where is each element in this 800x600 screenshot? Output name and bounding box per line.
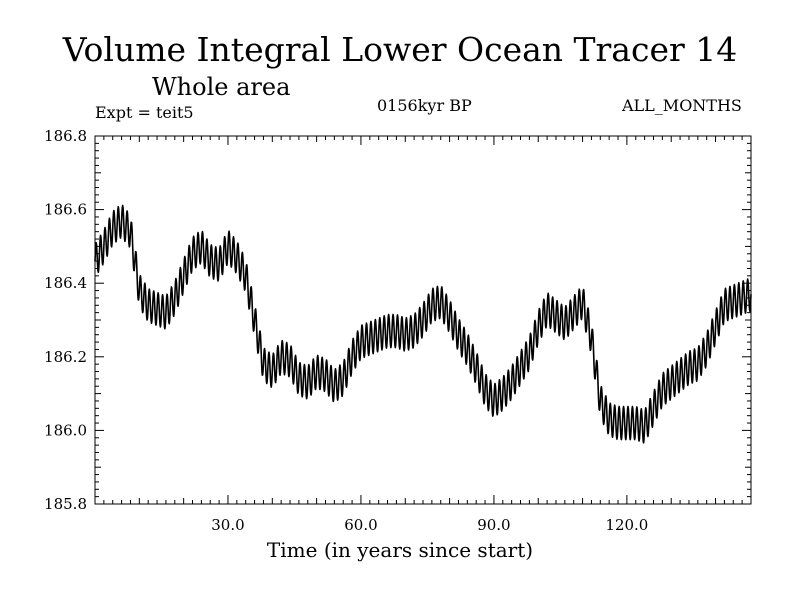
x-tick-label: 120.0 (605, 516, 648, 534)
x-axis-label: Time (in years since start) (266, 538, 534, 562)
period-label: 0156kyr BP (377, 96, 472, 115)
chart-title: Volume Integral Lower Ocean Tracer 14 (62, 30, 738, 69)
y-tick-label: 186.8 (44, 127, 87, 145)
y-tick-label: 185.8 (44, 495, 87, 513)
y-tick-label: 186.6 (44, 201, 87, 219)
y-tick-label: 186.0 (44, 421, 87, 439)
x-tick-label: 90.0 (477, 516, 510, 534)
x-tick-label: 30.0 (211, 516, 244, 534)
series-line (94, 204, 752, 444)
chart-subtitle: Whole area (152, 73, 291, 101)
months-label: ALL_MONTHS (622, 96, 742, 115)
x-tick-label: 60.0 (344, 516, 377, 534)
experiment-label: Expt = teit5 (95, 103, 194, 122)
y-tick-label: 186.2 (44, 348, 87, 366)
y-tick-label: 186.4 (44, 274, 87, 292)
